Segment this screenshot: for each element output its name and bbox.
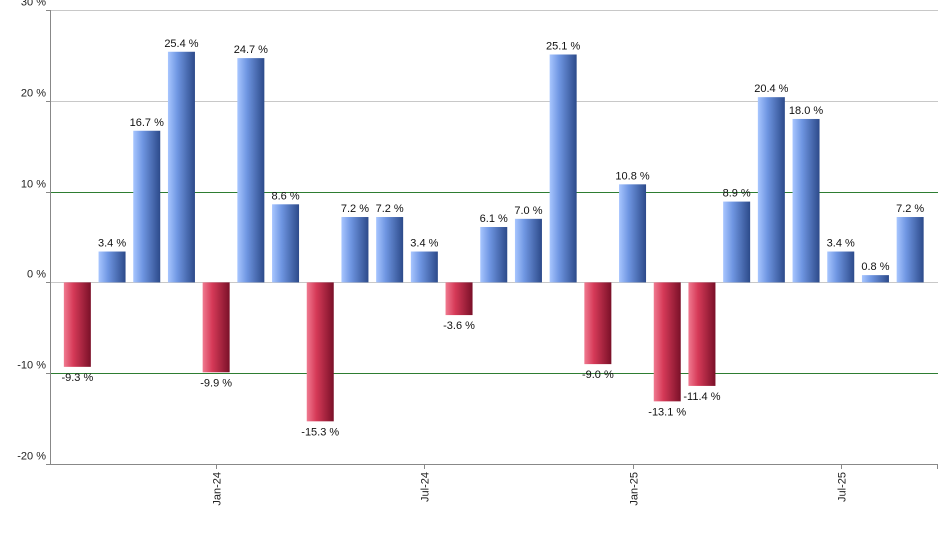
bar	[896, 217, 924, 283]
y-tick-label: 0 %	[27, 269, 46, 281]
y-tick-label: 20 %	[21, 88, 46, 100]
y-tick-label: -20 %	[17, 451, 46, 463]
data-label: 16.7 %	[130, 117, 164, 129]
data-label: 18.0 %	[789, 105, 823, 117]
data-label: 0.8 %	[861, 261, 889, 273]
bar	[480, 227, 508, 283]
y-tick-label: 10 %	[21, 179, 46, 191]
data-label: 3.4 %	[827, 238, 855, 250]
x-tick-label: Jul-25	[837, 472, 849, 502]
bar	[723, 201, 751, 283]
bar	[827, 251, 855, 283]
data-label: 25.1 %	[546, 40, 580, 52]
data-label: 24.7 %	[234, 44, 268, 56]
data-label: 20.4 %	[754, 83, 788, 95]
bar	[306, 282, 334, 422]
data-label: 8.9 %	[723, 188, 751, 200]
bar	[514, 218, 542, 283]
data-label: -9.0 %	[582, 369, 614, 381]
reference-lines	[50, 192, 938, 374]
y-tick-label: -10 %	[17, 360, 46, 372]
bar	[376, 217, 404, 283]
data-label: 7.0 %	[514, 205, 542, 217]
data-label: 3.4 %	[410, 238, 438, 250]
data-label: 7.2 %	[896, 203, 924, 215]
bar	[202, 282, 230, 373]
bar	[341, 217, 369, 283]
data-label: 7.2 %	[341, 203, 369, 215]
bar	[167, 51, 195, 283]
bar	[237, 58, 265, 283]
data-label: -9.9 %	[200, 377, 232, 389]
x-tick-label: Jan-24	[212, 472, 224, 506]
bar	[619, 184, 647, 283]
x-tick-labels: Jan-24 Jul-24 Jan-25 Jul-25	[212, 472, 849, 506]
data-label: -11.4 %	[683, 391, 720, 403]
data-label: -15.3 %	[301, 426, 339, 438]
data-label: -13.1 %	[648, 406, 686, 418]
data-label: 25.4 %	[164, 38, 198, 50]
bar	[445, 282, 473, 316]
bar	[549, 54, 577, 283]
bar	[98, 251, 126, 283]
bar	[410, 251, 438, 283]
bar	[757, 97, 785, 283]
data-label: -9.3 %	[61, 372, 93, 384]
bar	[584, 282, 612, 365]
bar	[133, 130, 161, 283]
axes	[46, 10, 938, 469]
x-tick-label: Jul-24	[420, 472, 432, 502]
y-tick-label: 30 %	[21, 0, 46, 9]
data-label: 7.2 %	[376, 203, 404, 215]
data-label: 10.8 %	[615, 170, 649, 182]
data-label: -3.6 %	[443, 320, 475, 332]
bar	[792, 118, 820, 283]
bar	[653, 282, 681, 402]
bar	[861, 275, 889, 283]
data-label: 6.1 %	[480, 213, 508, 225]
data-label: 3.4 %	[98, 238, 126, 250]
data-labels: -9.3 % 3.4 % 16.7 % 25.4 % -9.9 % 24.7 % 8.6 %…	[61, 38, 924, 439]
y-tick-labels: 30 % 20 % 10 % 0 % -10 % -20 %	[17, 0, 46, 463]
bars	[63, 51, 924, 422]
bar	[688, 282, 716, 386]
bar	[272, 204, 300, 283]
data-label: 8.6 %	[271, 190, 299, 202]
bar	[63, 282, 91, 367]
x-tick-label: Jan-25	[629, 472, 641, 506]
